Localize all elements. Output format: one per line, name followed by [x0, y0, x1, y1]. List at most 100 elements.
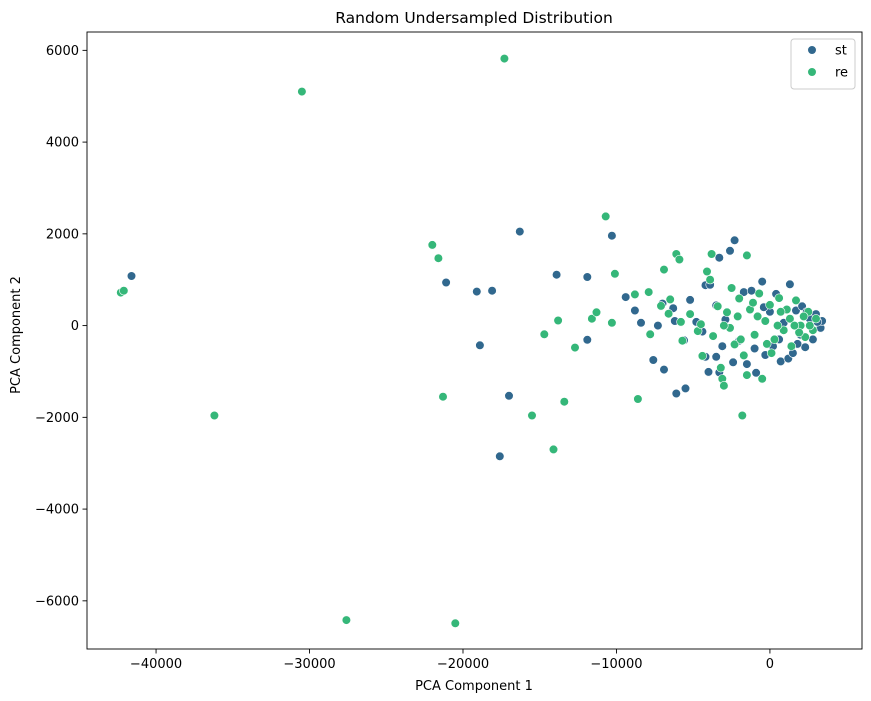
data-point-re-36 — [702, 266, 712, 277]
data-point-re-33 — [685, 309, 695, 319]
data-point-re-18 — [601, 211, 611, 221]
data-point-st-17 — [659, 365, 669, 375]
data-point-re-61 — [791, 295, 801, 306]
data-point-st-23 — [685, 295, 695, 305]
legend-marker-st — [807, 45, 817, 55]
data-point-st-53 — [800, 342, 810, 352]
data-point-re-15 — [570, 343, 580, 353]
data-point-st-2 — [472, 287, 482, 297]
data-point-re-44 — [726, 283, 737, 293]
x-axis-label: PCA Component 1 — [415, 679, 533, 694]
data-point-re-83 — [789, 321, 800, 331]
data-point-re-4 — [341, 615, 352, 625]
data-point-re-31 — [676, 317, 686, 327]
data-point-re-5 — [427, 240, 437, 250]
data-point-st-40 — [757, 277, 767, 287]
data-point-re-35 — [697, 351, 708, 361]
y-axis-label: PCA Component 2 — [9, 276, 24, 394]
data-point-st-10 — [582, 335, 592, 345]
data-point-re-24 — [645, 329, 655, 339]
data-point-st-6 — [504, 391, 514, 401]
data-point-re-30 — [674, 254, 685, 265]
data-point-re-47 — [737, 410, 747, 421]
series-re — [116, 53, 821, 628]
data-point-re-7 — [438, 392, 448, 402]
data-point-re-16 — [587, 314, 597, 324]
data-point-st-0 — [126, 271, 137, 281]
legend-box — [790, 38, 856, 90]
x-axis: −40000 −30000 −20000 −10000 0 — [130, 649, 774, 672]
data-point-re-43 — [722, 307, 732, 317]
plot-frame — [86, 31, 863, 650]
data-point-re-57 — [774, 293, 784, 303]
data-point-re-79 — [776, 307, 786, 317]
x-tick-label-3: −10000 — [590, 657, 642, 672]
data-point-re-40 — [716, 363, 726, 373]
plot-area — [86, 31, 863, 650]
data-point-st-7 — [515, 227, 525, 237]
data-point-st-8 — [551, 270, 562, 280]
chart-title: Random Undersampled Distribution — [335, 9, 613, 27]
data-point-re-52 — [754, 288, 764, 299]
data-point-re-42 — [719, 381, 729, 391]
data-point-re-1 — [119, 286, 129, 296]
data-point-st-30 — [714, 253, 724, 263]
data-point-st-48 — [785, 279, 795, 289]
data-point-st-13 — [630, 305, 640, 316]
data-point-re-38 — [708, 331, 718, 341]
data-point-st-1 — [441, 277, 451, 288]
data-point-re-11 — [539, 329, 549, 339]
x-tick-label-0: −40000 — [130, 657, 182, 672]
data-point-re-74 — [785, 314, 795, 324]
data-point-re-56 — [769, 334, 780, 345]
data-point-re-66 — [811, 314, 821, 324]
data-point-re-54 — [760, 316, 770, 326]
data-point-re-68 — [696, 319, 706, 329]
data-point-re-78 — [748, 298, 758, 308]
data-point-re-73 — [772, 321, 783, 331]
data-point-re-10 — [527, 410, 537, 421]
data-point-st-38 — [746, 286, 757, 296]
data-point-re-20 — [610, 269, 620, 279]
data-point-st-37 — [742, 359, 752, 369]
y-tick-label-4: 2000 — [46, 227, 79, 242]
data-point-re-26 — [659, 265, 669, 275]
x-tick-label-2: −20000 — [437, 657, 489, 672]
legend-label-re: re — [835, 66, 848, 81]
data-point-st-14 — [636, 318, 646, 328]
x-tick-label-1: −30000 — [283, 657, 335, 672]
data-point-re-37 — [705, 275, 715, 285]
data-point-st-62 — [671, 388, 681, 399]
data-point-st-59 — [703, 367, 714, 377]
data-point-re-32 — [677, 336, 688, 346]
data-point-re-13 — [553, 315, 563, 326]
data-point-re-51 — [749, 330, 760, 340]
data-point-re-46 — [734, 293, 744, 304]
data-point-re-60 — [786, 341, 797, 351]
data-point-st-63 — [728, 357, 738, 367]
data-point-re-80 — [719, 321, 729, 331]
x-tick-label-4: 0 — [766, 657, 774, 672]
data-point-re-3 — [297, 86, 307, 97]
data-point-re-14 — [559, 397, 569, 407]
data-point-st-55 — [808, 334, 818, 345]
data-point-st-29 — [711, 352, 721, 362]
data-point-re-75 — [794, 327, 804, 338]
data-point-re-82 — [766, 348, 777, 358]
data-point-re-77 — [733, 311, 743, 322]
data-point-re-70 — [739, 350, 749, 361]
data-point-re-81 — [736, 334, 746, 345]
y-tick-label-1: −4000 — [35, 503, 79, 518]
data-point-re-23 — [644, 287, 654, 297]
data-point-st-64 — [749, 343, 760, 354]
data-point-st-31 — [717, 341, 727, 351]
data-point-re-63 — [800, 332, 810, 342]
data-point-re-53 — [757, 374, 767, 384]
data-point-re-71 — [752, 311, 763, 322]
series-st — [126, 227, 827, 461]
data-point-re-22 — [633, 394, 643, 404]
data-point-re-67 — [706, 249, 717, 259]
y-tick-label-3: 0 — [71, 319, 79, 334]
data-point-st-5 — [495, 451, 505, 461]
